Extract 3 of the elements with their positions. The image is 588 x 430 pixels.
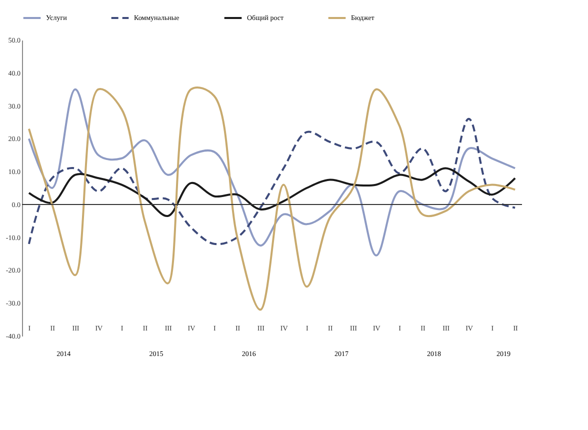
line-series: [28, 118, 516, 246]
line-series: [28, 167, 516, 217]
line-series: [28, 88, 516, 256]
